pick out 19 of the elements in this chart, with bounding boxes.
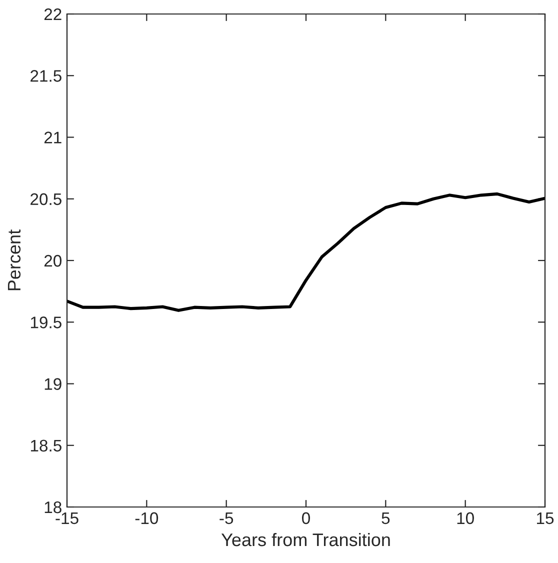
x-tick-label: -10: [135, 512, 158, 524]
x-tick-label: 0: [302, 512, 310, 524]
x-tick-label: 5: [382, 512, 390, 524]
y-tick-label: 22: [44, 8, 62, 20]
y-tick-label: 19: [44, 378, 62, 390]
y-tick-label: 20: [44, 254, 62, 267]
y-tick-label: 18: [44, 501, 62, 514]
y-tick-label: 20.5: [30, 193, 62, 206]
y-tick-label: 21: [44, 132, 62, 144]
y-tick-label: 19.5: [30, 316, 62, 328]
y-axis-title: Percent: [8, 230, 21, 290]
x-tick-label: -15: [56, 512, 78, 524]
line-series: [67, 192, 545, 312]
x-axis-title: Years from Transition: [221, 532, 390, 546]
y-tick-label: 21.5: [30, 70, 62, 82]
x-tick-label: 10: [457, 512, 474, 524]
x-tick-label: -5: [220, 512, 234, 524]
y-tick-label: 18.5: [30, 440, 62, 452]
x-tick-label: 15: [537, 512, 554, 524]
